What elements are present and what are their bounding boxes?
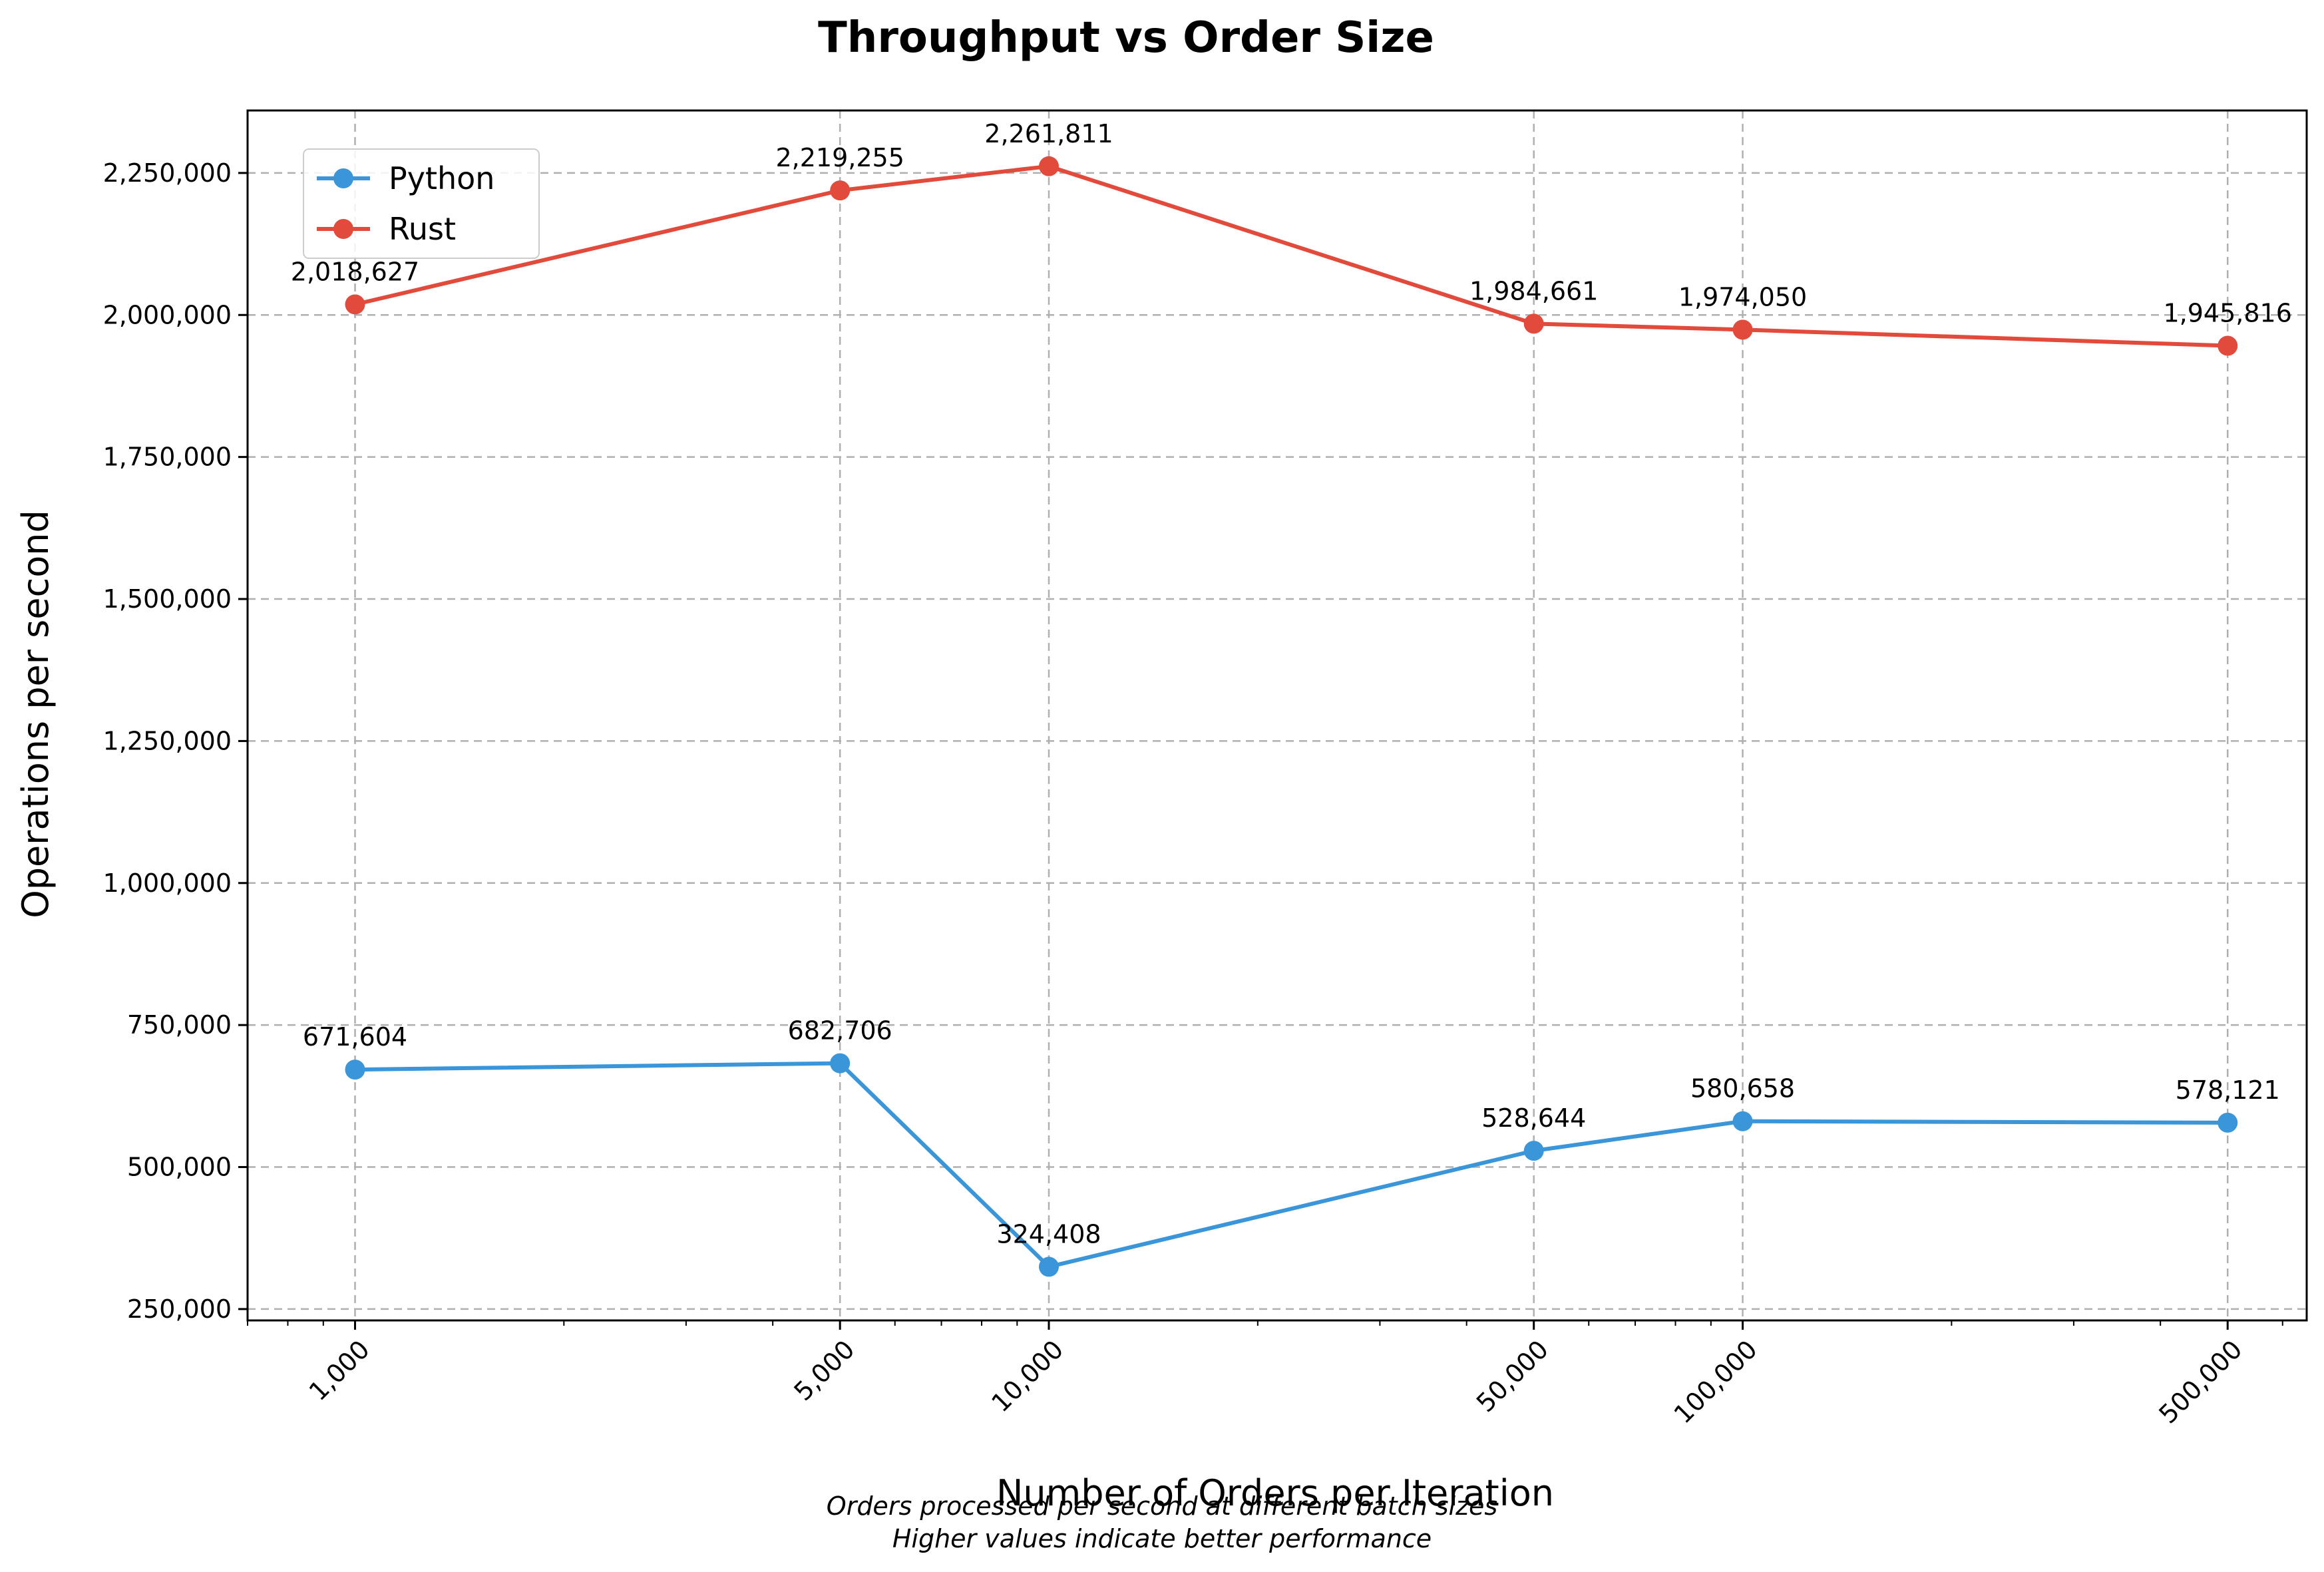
python-data-label: 682,706 (788, 1016, 892, 1046)
rust-data-point (1523, 313, 1544, 334)
rust-data-point (1732, 319, 1753, 340)
series-layer (345, 156, 2238, 1277)
legend-rust-marker (333, 219, 353, 239)
rust-series-line (354, 164, 2228, 348)
y-tick-label: 2,250,000 (103, 158, 232, 188)
data-labels: 671,604 682,706 324,408 528,644 580,658 578,1… (291, 119, 2292, 1249)
python-data-point (1523, 1141, 1544, 1161)
rust-data-point (345, 294, 365, 315)
legend-rust-label: Rust (389, 211, 456, 247)
python-data-label: 578,121 (2176, 1076, 2280, 1105)
y-tick-label: 500,000 (127, 1153, 232, 1182)
rust-data-point (2218, 335, 2238, 356)
python-data-label: 324,408 (996, 1219, 1101, 1249)
y-tick-label: 1,000,000 (103, 869, 232, 898)
python-data-label: 671,604 (303, 1022, 407, 1052)
y-tick-label: 1,750,000 (103, 443, 232, 472)
y-tick-label: 1,500,000 (103, 584, 232, 614)
rust-data-label: 2,219,255 (775, 143, 904, 172)
chart-title: Throughput vs Order Size (818, 13, 1434, 63)
rust-data-label: 1,974,050 (1678, 282, 1807, 311)
caption-line-1: Orders processed per second at different… (827, 1491, 1497, 1521)
python-data-point (1732, 1111, 1753, 1131)
rust-data-point (1039, 156, 1060, 176)
python-data-point (2218, 1112, 2238, 1133)
legend: Python Rust (303, 148, 540, 259)
rust-data-label: 2,018,627 (291, 257, 419, 286)
plot-frame (246, 109, 2308, 1322)
grid-lines (248, 110, 2307, 1320)
rust-data-label: 2,261,811 (984, 119, 1113, 148)
y-axis-label: Operations per second (15, 510, 57, 918)
python-data-point (830, 1053, 851, 1074)
python-data-point (345, 1060, 365, 1080)
legend-python-label: Python (389, 160, 494, 196)
legend-python-marker (333, 168, 353, 188)
y-tick-label: 2,000,000 (103, 300, 232, 329)
python-data-point (1039, 1257, 1060, 1277)
y-tick-label: 250,000 (127, 1294, 232, 1324)
python-data-label: 528,644 (1481, 1103, 1586, 1133)
rust-data-label: 1,984,661 (1469, 276, 1598, 305)
y-tick-label: 750,000 (127, 1010, 232, 1040)
rust-data-label: 1,945,816 (2164, 299, 2292, 328)
caption-line-2: Higher values indicate better performanc… (892, 1524, 1432, 1553)
rust-data-point (830, 180, 851, 201)
x-axis-label: Number of Orders per Iteration (996, 1472, 1554, 1514)
y-tick-label: 1,250,000 (103, 726, 232, 755)
python-data-label: 580,658 (1690, 1074, 1795, 1103)
python-series-line (355, 1061, 2228, 1269)
